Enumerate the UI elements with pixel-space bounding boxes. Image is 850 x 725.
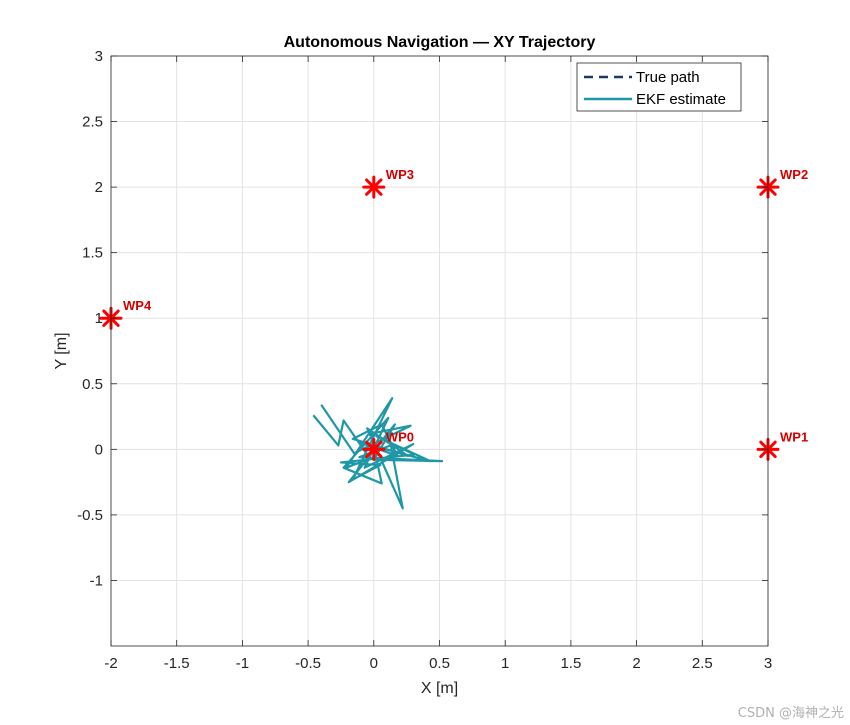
y-tick-label: 1 <box>95 310 103 327</box>
waypoint-label-wp2: WP2 <box>780 167 808 182</box>
y-tick-label: 2.5 <box>82 114 103 131</box>
x-tick-label: -2 <box>104 655 117 672</box>
y-tick-label: -0.5 <box>77 507 103 524</box>
y-tick-label: -1 <box>90 572 103 589</box>
waypoint-label-wp4: WP4 <box>123 298 152 313</box>
waypoint-label-wp0: WP0 <box>386 429 414 444</box>
x-tick-label: 1.5 <box>560 655 581 672</box>
x-tick-label: -1.5 <box>164 655 190 672</box>
legend-label-true-path: True path <box>636 69 700 86</box>
x-tick-label: -1 <box>236 655 249 672</box>
y-tick-label: 0.5 <box>82 376 103 393</box>
axis-ticks: -2 -1.5 -1 -0.5 0 0.5 1 1.5 2 2.5 3 -1 -0.5 0 0.5 1 1.5 2… <box>77 48 772 672</box>
x-tick-label: -0.5 <box>295 655 321 672</box>
x-axis-label: X [m] <box>421 680 458 697</box>
y-axis-label: Y [m] <box>53 332 70 369</box>
x-tick-label: 0 <box>370 655 378 672</box>
legend: True path EKF estimate <box>576 62 742 112</box>
x-tick-label: 0.5 <box>429 655 450 672</box>
y-tick-label: 1.5 <box>82 245 103 262</box>
waypoint-label-wp3: WP3 <box>386 167 414 182</box>
y-tick-label: 0 <box>95 441 103 458</box>
waypoint-label-wp1: WP1 <box>780 429 808 444</box>
y-tick-label: 3 <box>95 48 103 65</box>
watermark: CSDN @海神之光 <box>737 706 844 721</box>
legend-label-ekf-estimate: EKF estimate <box>636 91 726 108</box>
x-tick-label: 3 <box>764 655 772 672</box>
x-tick-label: 2 <box>632 655 640 672</box>
legend-box <box>576 62 742 112</box>
y-tick-label: 2 <box>95 179 103 196</box>
waypoint-marker-wp3 <box>362 175 386 199</box>
x-tick-label: 2.5 <box>692 655 713 672</box>
waypoint-marker-wp0 <box>362 437 386 461</box>
x-tick-label: 1 <box>501 655 509 672</box>
chart-title: Autonomous Navigation — XY Trajectory <box>284 34 596 51</box>
